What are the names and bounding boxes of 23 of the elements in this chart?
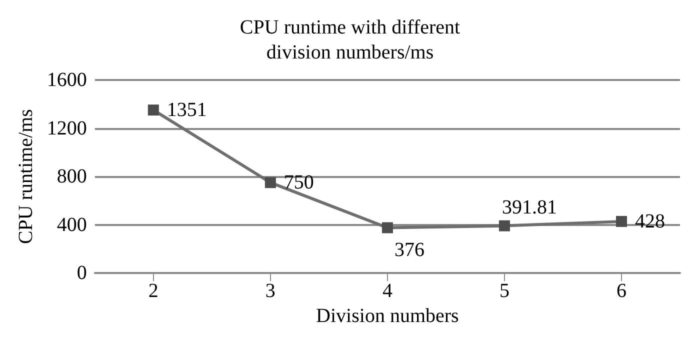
point [498, 220, 510, 232]
x-tick-label: 6 [616, 280, 626, 302]
point [264, 177, 276, 188]
y-axis-title: CPU runtime/ms [15, 108, 37, 244]
x-tick-label: 3 [265, 280, 276, 302]
x-tick-label: 2 [148, 280, 158, 302]
point [616, 216, 627, 227]
chart-title: CPU runtime with different division numbers/ms [240, 16, 461, 64]
point [148, 104, 159, 116]
point [382, 222, 393, 234]
data-label: 750 [284, 172, 314, 194]
data-label: 391.81 [502, 196, 557, 218]
y-tick-label: 0 [76, 262, 87, 284]
y-tick-label: 1600 [46, 69, 87, 91]
x-tick-label: 4 [382, 280, 392, 302]
y-tick-label: 400 [56, 214, 87, 236]
x-tick-label: 5 [499, 280, 510, 302]
data-label: 376 [394, 239, 424, 262]
y-tick-label: 1200 [46, 117, 87, 140]
data-label: 1351 [166, 99, 207, 122]
x-axis-title: Division numbers [316, 305, 460, 327]
y-tick-label: 800 [56, 166, 87, 188]
data-label: 428 [634, 210, 665, 232]
